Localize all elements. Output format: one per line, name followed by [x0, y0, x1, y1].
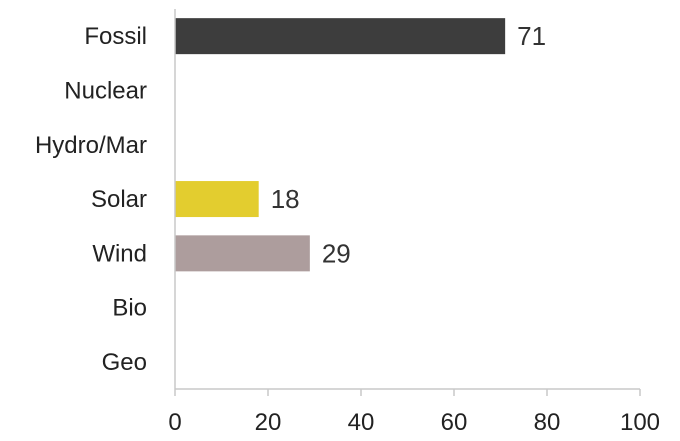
x-tick-label-0: 0: [168, 409, 181, 436]
category-label-bio: Bio: [112, 295, 147, 322]
bar-wind: [175, 235, 310, 272]
bars-layer: [175, 18, 506, 272]
data-label-wind: 29: [322, 238, 351, 268]
category-label-nuclear: Nuclear: [64, 77, 147, 104]
category-label-solar: Solar: [91, 186, 147, 213]
x-tick-label-60: 60: [441, 409, 468, 436]
x-tick-label-20: 20: [255, 409, 282, 436]
data-label-solar: 18: [271, 184, 300, 214]
category-label-geo: Geo: [102, 349, 147, 376]
bar-solar: [175, 181, 259, 218]
data-label-fossil: 71: [517, 21, 546, 51]
axes-layer: 0 20 40 60 80 100: [168, 9, 660, 436]
category-label-hydro-mar: Hydro/Mar: [35, 132, 147, 159]
x-tick-label-40: 40: [348, 409, 375, 436]
category-label-wind: Wind: [92, 240, 147, 267]
bar-fossil: [175, 18, 506, 55]
x-tick-label-100: 100: [620, 409, 660, 436]
category-label-fossil: Fossil: [84, 23, 147, 50]
labels-layer: Fossil 71 Nuclear Hydro/Mar Solar 18 Wind 29 Bio…: [35, 21, 546, 376]
x-tick-label-80: 80: [534, 409, 561, 436]
